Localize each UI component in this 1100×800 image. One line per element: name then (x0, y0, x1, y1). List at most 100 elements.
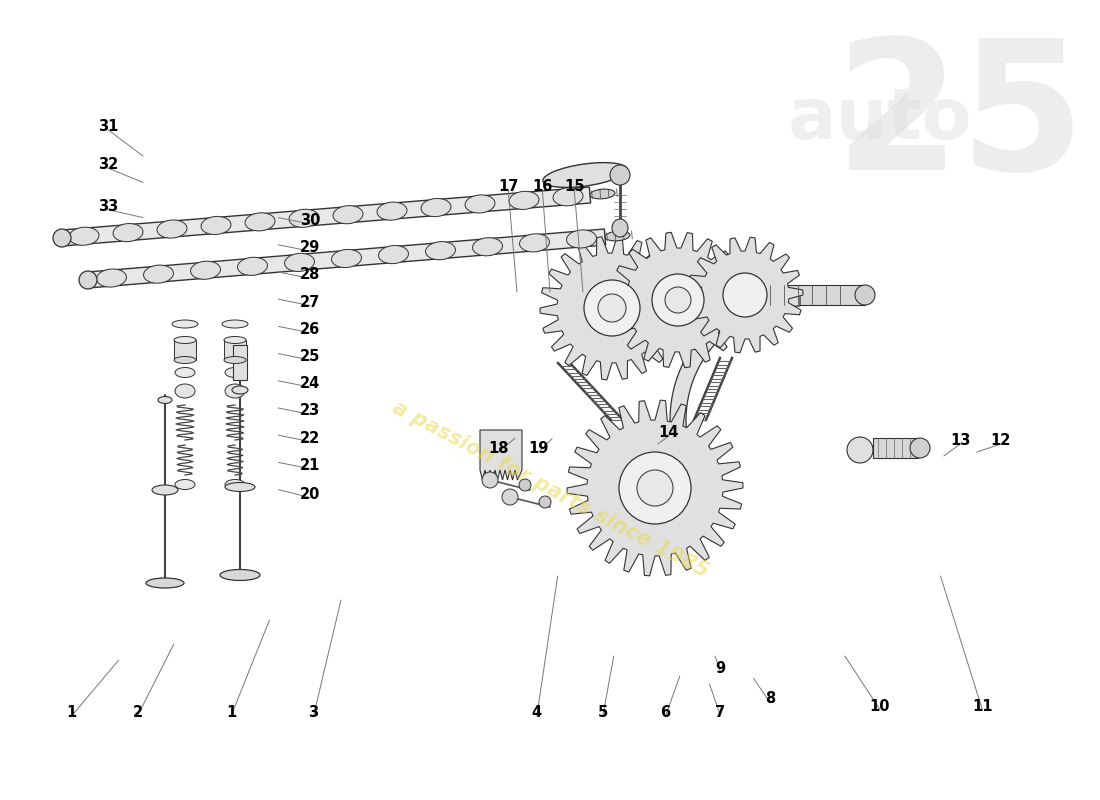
Ellipse shape (157, 220, 187, 238)
Polygon shape (540, 236, 684, 380)
Ellipse shape (190, 261, 220, 279)
Ellipse shape (152, 485, 178, 495)
Bar (873, 438, 918, 458)
Text: 12: 12 (991, 433, 1011, 448)
Text: 22: 22 (300, 430, 320, 446)
Text: 3: 3 (308, 705, 319, 720)
Ellipse shape (222, 320, 248, 328)
Ellipse shape (378, 246, 408, 264)
Ellipse shape (175, 479, 195, 490)
Ellipse shape (465, 195, 495, 213)
Ellipse shape (158, 397, 172, 403)
Text: 16: 16 (532, 178, 552, 194)
Text: 5: 5 (597, 705, 608, 720)
Circle shape (539, 496, 551, 508)
Circle shape (619, 452, 691, 524)
Ellipse shape (175, 367, 195, 378)
Text: 8: 8 (764, 691, 776, 706)
Ellipse shape (226, 479, 245, 490)
Text: 1: 1 (226, 705, 236, 720)
Ellipse shape (473, 238, 503, 256)
Polygon shape (480, 430, 522, 480)
Circle shape (652, 274, 704, 326)
Ellipse shape (377, 202, 407, 220)
Polygon shape (62, 187, 591, 246)
Ellipse shape (224, 357, 246, 363)
Polygon shape (87, 229, 606, 288)
Text: auto: auto (788, 86, 972, 154)
Circle shape (637, 470, 673, 506)
Text: 31: 31 (98, 118, 118, 134)
Text: 25: 25 (835, 32, 1086, 208)
Text: 18: 18 (488, 441, 508, 456)
Ellipse shape (175, 384, 195, 398)
Text: 4: 4 (531, 705, 542, 720)
Ellipse shape (590, 189, 615, 199)
Ellipse shape (553, 188, 583, 206)
Text: 13: 13 (950, 433, 970, 448)
Text: 6: 6 (660, 705, 671, 720)
Ellipse shape (224, 337, 246, 343)
Ellipse shape (201, 217, 231, 234)
Ellipse shape (238, 258, 267, 275)
Text: 29: 29 (300, 240, 320, 255)
Ellipse shape (226, 384, 245, 398)
Polygon shape (688, 238, 803, 353)
Bar (174, 340, 196, 360)
Bar (764, 285, 865, 305)
Text: 26: 26 (300, 322, 320, 337)
Circle shape (598, 294, 626, 322)
Bar (224, 340, 246, 360)
Circle shape (482, 472, 498, 488)
Text: 2: 2 (132, 705, 143, 720)
Circle shape (519, 479, 531, 491)
Text: 21: 21 (300, 458, 320, 473)
Text: 10: 10 (870, 698, 890, 714)
Polygon shape (566, 400, 742, 576)
Ellipse shape (232, 386, 248, 394)
Circle shape (584, 280, 640, 336)
Bar (233, 345, 248, 380)
Ellipse shape (509, 191, 539, 210)
Ellipse shape (331, 250, 362, 267)
Text: 17: 17 (498, 178, 518, 194)
Text: 27: 27 (300, 294, 320, 310)
Text: 25: 25 (300, 349, 320, 364)
Circle shape (855, 285, 875, 305)
Ellipse shape (543, 162, 627, 187)
Text: 32: 32 (98, 157, 118, 172)
Ellipse shape (174, 337, 196, 343)
Ellipse shape (146, 578, 184, 588)
Ellipse shape (426, 242, 455, 260)
Text: 7: 7 (715, 705, 726, 720)
Circle shape (847, 437, 873, 463)
Text: 23: 23 (300, 403, 320, 418)
Text: 14: 14 (659, 425, 679, 440)
Text: 20: 20 (300, 486, 320, 502)
Circle shape (723, 273, 767, 317)
Ellipse shape (566, 230, 596, 248)
Ellipse shape (289, 210, 319, 227)
Ellipse shape (421, 198, 451, 217)
Ellipse shape (97, 269, 126, 287)
Circle shape (53, 229, 72, 247)
Circle shape (502, 489, 518, 505)
Ellipse shape (113, 223, 143, 242)
Ellipse shape (333, 206, 363, 224)
Ellipse shape (174, 357, 196, 363)
Ellipse shape (285, 254, 315, 271)
Ellipse shape (143, 265, 174, 283)
Ellipse shape (226, 482, 255, 491)
Text: 11: 11 (972, 698, 992, 714)
Ellipse shape (220, 570, 260, 581)
Text: 1: 1 (66, 705, 77, 720)
Text: 9: 9 (715, 661, 726, 676)
Text: 33: 33 (98, 198, 118, 214)
Ellipse shape (612, 219, 628, 237)
Polygon shape (610, 232, 746, 368)
Ellipse shape (226, 367, 245, 378)
Text: a passion for parts since 1985: a passion for parts since 1985 (388, 398, 712, 582)
Circle shape (910, 438, 930, 458)
Ellipse shape (245, 213, 275, 231)
Text: 30: 30 (300, 213, 320, 228)
